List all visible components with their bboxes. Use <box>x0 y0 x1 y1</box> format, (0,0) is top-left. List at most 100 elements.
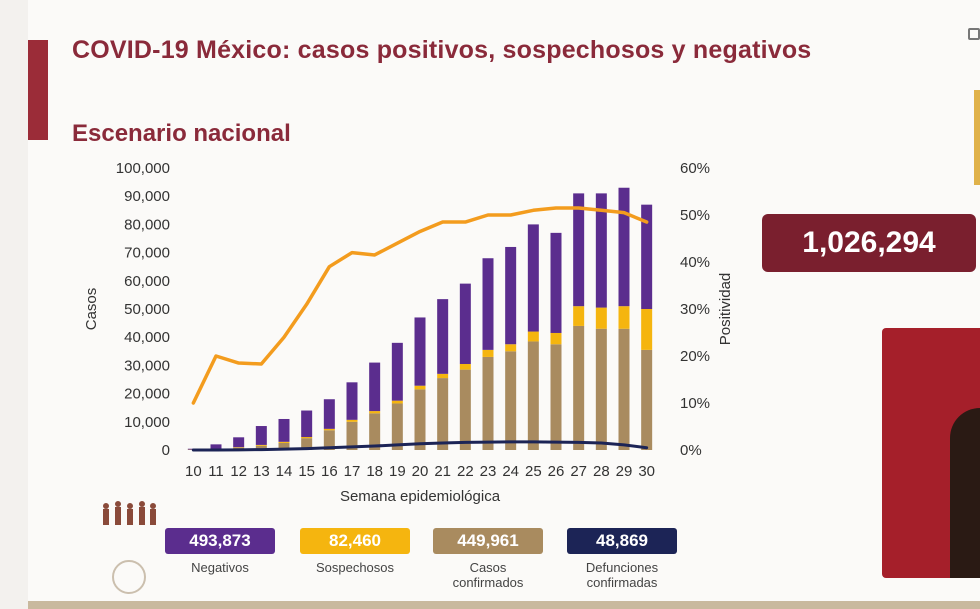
x-tick-label: 25 <box>525 463 542 480</box>
bar-confirmados <box>255 445 267 450</box>
seal-icon <box>112 560 146 594</box>
accent-bar <box>28 40 48 140</box>
y-tick-label: 60,000 <box>124 273 170 290</box>
x-tick-label: 15 <box>298 463 315 480</box>
x-tick-label: 29 <box>616 463 633 480</box>
bar-sospechosos <box>391 400 403 404</box>
bar-sospechosos <box>255 444 267 446</box>
bar-sospechosos <box>323 428 335 431</box>
bar-sospechosos <box>459 363 471 370</box>
bar-sospechosos <box>278 441 290 443</box>
bar-confirmados <box>301 438 313 450</box>
bar-confirmados <box>641 349 653 450</box>
bar-negativos <box>527 224 539 332</box>
x-tick-label: 13 <box>253 463 270 480</box>
bar-sospechosos <box>618 306 630 329</box>
bar-negativos <box>595 193 607 308</box>
bar-confirmados <box>346 421 358 450</box>
bar-negativos <box>278 418 290 442</box>
x-tick-label: 19 <box>389 463 406 480</box>
y-tick-label: 0 <box>162 442 170 459</box>
stat-negativos-value: 493,873 <box>165 528 275 554</box>
y-tick-label: 40,000 <box>124 329 170 346</box>
bar-sospechosos <box>369 411 381 414</box>
y2-axis-title: Positividad <box>717 273 734 346</box>
y2-tick-label: 50% <box>680 207 710 224</box>
gold-accent-bar <box>974 90 980 185</box>
bar-sospechosos <box>346 419 358 422</box>
bar-confirmados <box>527 341 539 450</box>
y-tick-label: 20,000 <box>124 386 170 403</box>
y-tick-label: 50,000 <box>124 301 170 318</box>
y2-tick-label: 10% <box>680 395 710 412</box>
y2-tick-label: 0% <box>680 442 702 459</box>
x-tick-label: 10 <box>185 463 202 480</box>
bar-confirmados <box>618 328 630 450</box>
bar-confirmados <box>573 325 585 450</box>
bar-negativos <box>437 299 449 374</box>
bar-sospechosos <box>437 373 449 379</box>
bar-sospechosos <box>301 437 313 439</box>
bar-confirmados <box>323 430 335 450</box>
y-tick-label: 30,000 <box>124 357 170 374</box>
y-tick-label: 10,000 <box>124 414 170 431</box>
x-tick-label: 22 <box>457 463 474 480</box>
bar-negativos <box>482 258 494 350</box>
bar-negativos <box>369 362 381 412</box>
x-tick-label: 14 <box>276 463 293 480</box>
y-tick-label: 80,000 <box>124 216 170 233</box>
bar-sospechosos <box>505 344 517 352</box>
y-tick-label: 100,000 <box>116 160 170 177</box>
bar-confirmados <box>505 351 517 450</box>
stat-confirmados: 449,961 Casos confirmados <box>433 528 543 590</box>
bar-sospechosos <box>595 307 607 329</box>
y-tick-label: 70,000 <box>124 245 170 262</box>
y2-tick-label: 30% <box>680 301 710 318</box>
window-icon <box>968 28 980 48</box>
bar-confirmados <box>278 442 290 450</box>
stat-defunciones-label: Defunciones confirmadas <box>585 560 659 590</box>
x-tick-label: 28 <box>593 463 610 480</box>
bar-negativos <box>573 193 585 307</box>
bar-sospechosos <box>482 349 494 357</box>
page-subtitle: Escenario nacional <box>72 120 291 147</box>
y-tick-label: 90,000 <box>124 188 170 205</box>
presenter-figure <box>950 408 980 578</box>
x-tick-label: 23 <box>480 463 497 480</box>
bar-sospechosos <box>414 385 426 390</box>
bar-negativos <box>641 204 653 309</box>
x-tick-label: 12 <box>230 463 247 480</box>
y-axis-title: Casos <box>83 288 100 331</box>
bar-negativos <box>391 342 403 401</box>
bar-negativos <box>346 382 358 420</box>
stat-defunciones-value: 48,869 <box>567 528 677 554</box>
x-tick-label: 21 <box>434 463 451 480</box>
bar-confirmados <box>482 356 494 450</box>
line-defunciones <box>191 440 649 452</box>
stat-negativos-label: Negativos <box>191 560 249 575</box>
bar-sospechosos <box>550 332 562 345</box>
bar-sospechosos <box>573 306 585 326</box>
x-tick-label: 27 <box>570 463 587 480</box>
y2-tick-label: 60% <box>680 160 710 177</box>
bar-sospechosos <box>233 447 245 448</box>
bar-negativos <box>550 232 562 333</box>
x-tick-label: 11 <box>208 463 224 480</box>
bar-negativos <box>459 283 471 364</box>
total-count-badge: 1,026,294 <box>762 214 976 272</box>
y2-tick-label: 20% <box>680 348 710 365</box>
x-tick-label: 20 <box>412 463 429 480</box>
bar-confirmados <box>369 413 381 450</box>
bar-sospechosos <box>527 331 539 342</box>
page-title: COVID-19 México: casos positivos, sospec… <box>72 36 812 64</box>
stat-sospechosos-value: 82,460 <box>300 528 410 554</box>
stat-defunciones: 48,869 Defunciones confirmadas <box>567 528 677 590</box>
bar-negativos <box>323 399 335 429</box>
x-tick-label: 30 <box>638 463 655 480</box>
x-tick-label: 16 <box>321 463 338 480</box>
bar-confirmados <box>437 378 449 450</box>
slide-background <box>28 0 980 603</box>
stat-confirmados-label: Casos confirmados <box>452 560 524 590</box>
video-panel <box>882 328 980 578</box>
x-tick-label: 17 <box>344 463 361 480</box>
